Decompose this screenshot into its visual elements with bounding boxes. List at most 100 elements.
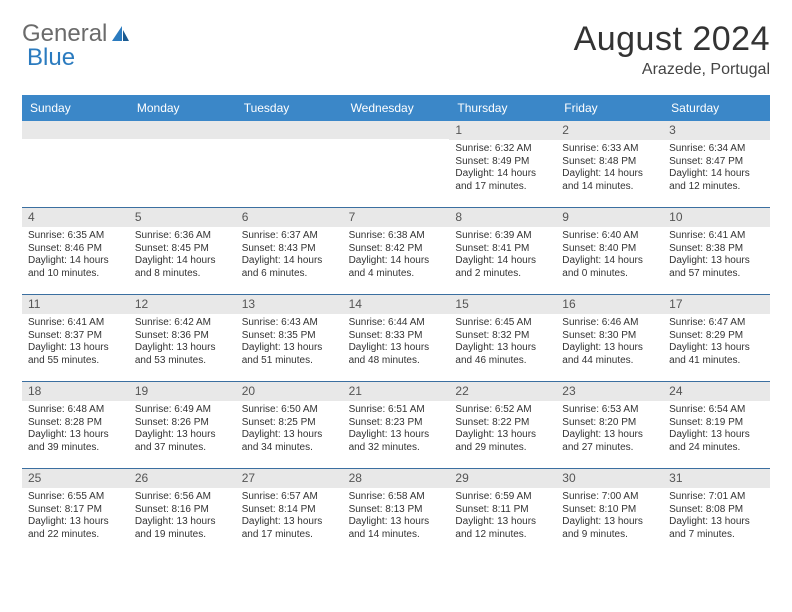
day-cell — [129, 121, 236, 207]
daylight-text: Daylight: 13 hours and 9 minutes. — [562, 516, 657, 541]
sunset-text: Sunset: 8:37 PM — [28, 330, 123, 343]
sunrise-text: Sunrise: 6:52 AM — [455, 404, 550, 417]
day-number: 31 — [663, 469, 770, 488]
daylight-text: Daylight: 13 hours and 14 minutes. — [349, 516, 444, 541]
sunset-text: Sunset: 8:19 PM — [669, 417, 764, 430]
sunrise-text: Sunrise: 6:41 AM — [669, 230, 764, 243]
sunrise-text: Sunrise: 6:37 AM — [242, 230, 337, 243]
dayname-fri: Friday — [556, 95, 663, 121]
day-number: 19 — [129, 382, 236, 401]
daylight-text: Daylight: 13 hours and 17 minutes. — [242, 516, 337, 541]
day-cell: 3Sunrise: 6:34 AMSunset: 8:47 PMDaylight… — [663, 121, 770, 207]
sunset-text: Sunset: 8:08 PM — [669, 504, 764, 517]
daylight-text: Daylight: 13 hours and 41 minutes. — [669, 342, 764, 367]
daylight-text: Daylight: 13 hours and 39 minutes. — [28, 429, 123, 454]
daylight-text: Daylight: 13 hours and 51 minutes. — [242, 342, 337, 367]
day-number: 25 — [22, 469, 129, 488]
day-cell — [22, 121, 129, 207]
day-cell: 15Sunrise: 6:45 AMSunset: 8:32 PMDayligh… — [449, 295, 556, 381]
sunrise-text: Sunrise: 6:49 AM — [135, 404, 230, 417]
sunset-text: Sunset: 8:10 PM — [562, 504, 657, 517]
day-cell: 12Sunrise: 6:42 AMSunset: 8:36 PMDayligh… — [129, 295, 236, 381]
day-cell: 2Sunrise: 6:33 AMSunset: 8:48 PMDaylight… — [556, 121, 663, 207]
calendar: Sunday Monday Tuesday Wednesday Thursday… — [22, 95, 770, 555]
day-number: 14 — [343, 295, 450, 314]
day-cell: 11Sunrise: 6:41 AMSunset: 8:37 PMDayligh… — [22, 295, 129, 381]
day-number: 26 — [129, 469, 236, 488]
day-number: 28 — [343, 469, 450, 488]
sunset-text: Sunset: 8:22 PM — [455, 417, 550, 430]
sunset-text: Sunset: 8:46 PM — [28, 243, 123, 256]
sunrise-text: Sunrise: 6:54 AM — [669, 404, 764, 417]
day-number: 27 — [236, 469, 343, 488]
day-cell: 21Sunrise: 6:51 AMSunset: 8:23 PMDayligh… — [343, 382, 450, 468]
day-number: 23 — [556, 382, 663, 401]
day-cell: 7Sunrise: 6:38 AMSunset: 8:42 PMDaylight… — [343, 208, 450, 294]
day-cell: 25Sunrise: 6:55 AMSunset: 8:17 PMDayligh… — [22, 469, 129, 555]
day-number: 16 — [556, 295, 663, 314]
sunset-text: Sunset: 8:40 PM — [562, 243, 657, 256]
title-block: August 2024 Arazede, Portugal — [574, 20, 770, 79]
day-number: 4 — [22, 208, 129, 227]
sunset-text: Sunset: 8:36 PM — [135, 330, 230, 343]
sunrise-text: Sunrise: 7:01 AM — [669, 491, 764, 504]
daylight-text: Daylight: 13 hours and 53 minutes. — [135, 342, 230, 367]
daylight-text: Daylight: 14 hours and 0 minutes. — [562, 255, 657, 280]
sunrise-text: Sunrise: 6:40 AM — [562, 230, 657, 243]
sunrise-text: Sunrise: 6:35 AM — [28, 230, 123, 243]
day-number: 3 — [663, 121, 770, 140]
sunset-text: Sunset: 8:38 PM — [669, 243, 764, 256]
day-number — [236, 121, 343, 139]
sunrise-text: Sunrise: 6:59 AM — [455, 491, 550, 504]
sunrise-text: Sunrise: 6:53 AM — [562, 404, 657, 417]
sunrise-text: Sunrise: 6:51 AM — [349, 404, 444, 417]
day-number: 10 — [663, 208, 770, 227]
sunrise-text: Sunrise: 6:58 AM — [349, 491, 444, 504]
location: Arazede, Portugal — [574, 61, 770, 79]
sunset-text: Sunset: 8:23 PM — [349, 417, 444, 430]
day-cell: 9Sunrise: 6:40 AMSunset: 8:40 PMDaylight… — [556, 208, 663, 294]
daylight-text: Daylight: 13 hours and 19 minutes. — [135, 516, 230, 541]
sunset-text: Sunset: 8:25 PM — [242, 417, 337, 430]
day-number: 20 — [236, 382, 343, 401]
day-cell: 18Sunrise: 6:48 AMSunset: 8:28 PMDayligh… — [22, 382, 129, 468]
sunrise-text: Sunrise: 6:56 AM — [135, 491, 230, 504]
day-number: 2 — [556, 121, 663, 140]
daylight-text: Daylight: 14 hours and 6 minutes. — [242, 255, 337, 280]
sunrise-text: Sunrise: 6:45 AM — [455, 317, 550, 330]
logo-sail-icon — [109, 24, 131, 44]
sunrise-text: Sunrise: 6:55 AM — [28, 491, 123, 504]
daylight-text: Daylight: 13 hours and 44 minutes. — [562, 342, 657, 367]
sunset-text: Sunset: 8:13 PM — [349, 504, 444, 517]
day-number — [22, 121, 129, 139]
month-title: August 2024 — [574, 20, 770, 59]
day-cell: 27Sunrise: 6:57 AMSunset: 8:14 PMDayligh… — [236, 469, 343, 555]
day-cell: 17Sunrise: 6:47 AMSunset: 8:29 PMDayligh… — [663, 295, 770, 381]
week-row: 4 Sunrise: 6:35 AMSunset: 8:46 PM Daylight… — [22, 208, 770, 295]
sunrise-text: Sunrise: 6:46 AM — [562, 317, 657, 330]
day-number: 17 — [663, 295, 770, 314]
daylight-text: Daylight: 14 hours and 4 minutes. — [349, 255, 444, 280]
week-row: 25Sunrise: 6:55 AMSunset: 8:17 PMDayligh… — [22, 469, 770, 555]
day-cell: 10Sunrise: 6:41 AMSunset: 8:38 PMDayligh… — [663, 208, 770, 294]
daylight-text: Daylight: 13 hours and 34 minutes. — [242, 429, 337, 454]
day-number: 12 — [129, 295, 236, 314]
sunset-text: Sunset: 8:26 PM — [135, 417, 230, 430]
sunset-text: Sunset: 8:29 PM — [669, 330, 764, 343]
daylight-text: Daylight: 13 hours and 37 minutes. — [135, 429, 230, 454]
sunset-text: Sunset: 8:47 PM — [669, 156, 764, 169]
sunrise-text: Sunrise: 7:00 AM — [562, 491, 657, 504]
daylight-text: Daylight: 14 hours and 14 minutes. — [562, 168, 657, 193]
sunset-text: Sunset: 8:16 PM — [135, 504, 230, 517]
day-cell: 13Sunrise: 6:43 AMSunset: 8:35 PMDayligh… — [236, 295, 343, 381]
day-cell: 31Sunrise: 7:01 AMSunset: 8:08 PMDayligh… — [663, 469, 770, 555]
day-number — [129, 121, 236, 139]
sunset-text: Sunset: 8:30 PM — [562, 330, 657, 343]
dayname-sat: Saturday — [663, 95, 770, 121]
sunrise-text: Sunrise: 6:39 AM — [455, 230, 550, 243]
sunrise-text: Sunrise: 6:44 AM — [349, 317, 444, 330]
daylight-text: Daylight: 14 hours and 12 minutes. — [669, 168, 764, 193]
day-number: 15 — [449, 295, 556, 314]
daylight-text: Daylight: 13 hours and 55 minutes. — [28, 342, 123, 367]
sunset-text: Sunset: 8:45 PM — [135, 243, 230, 256]
